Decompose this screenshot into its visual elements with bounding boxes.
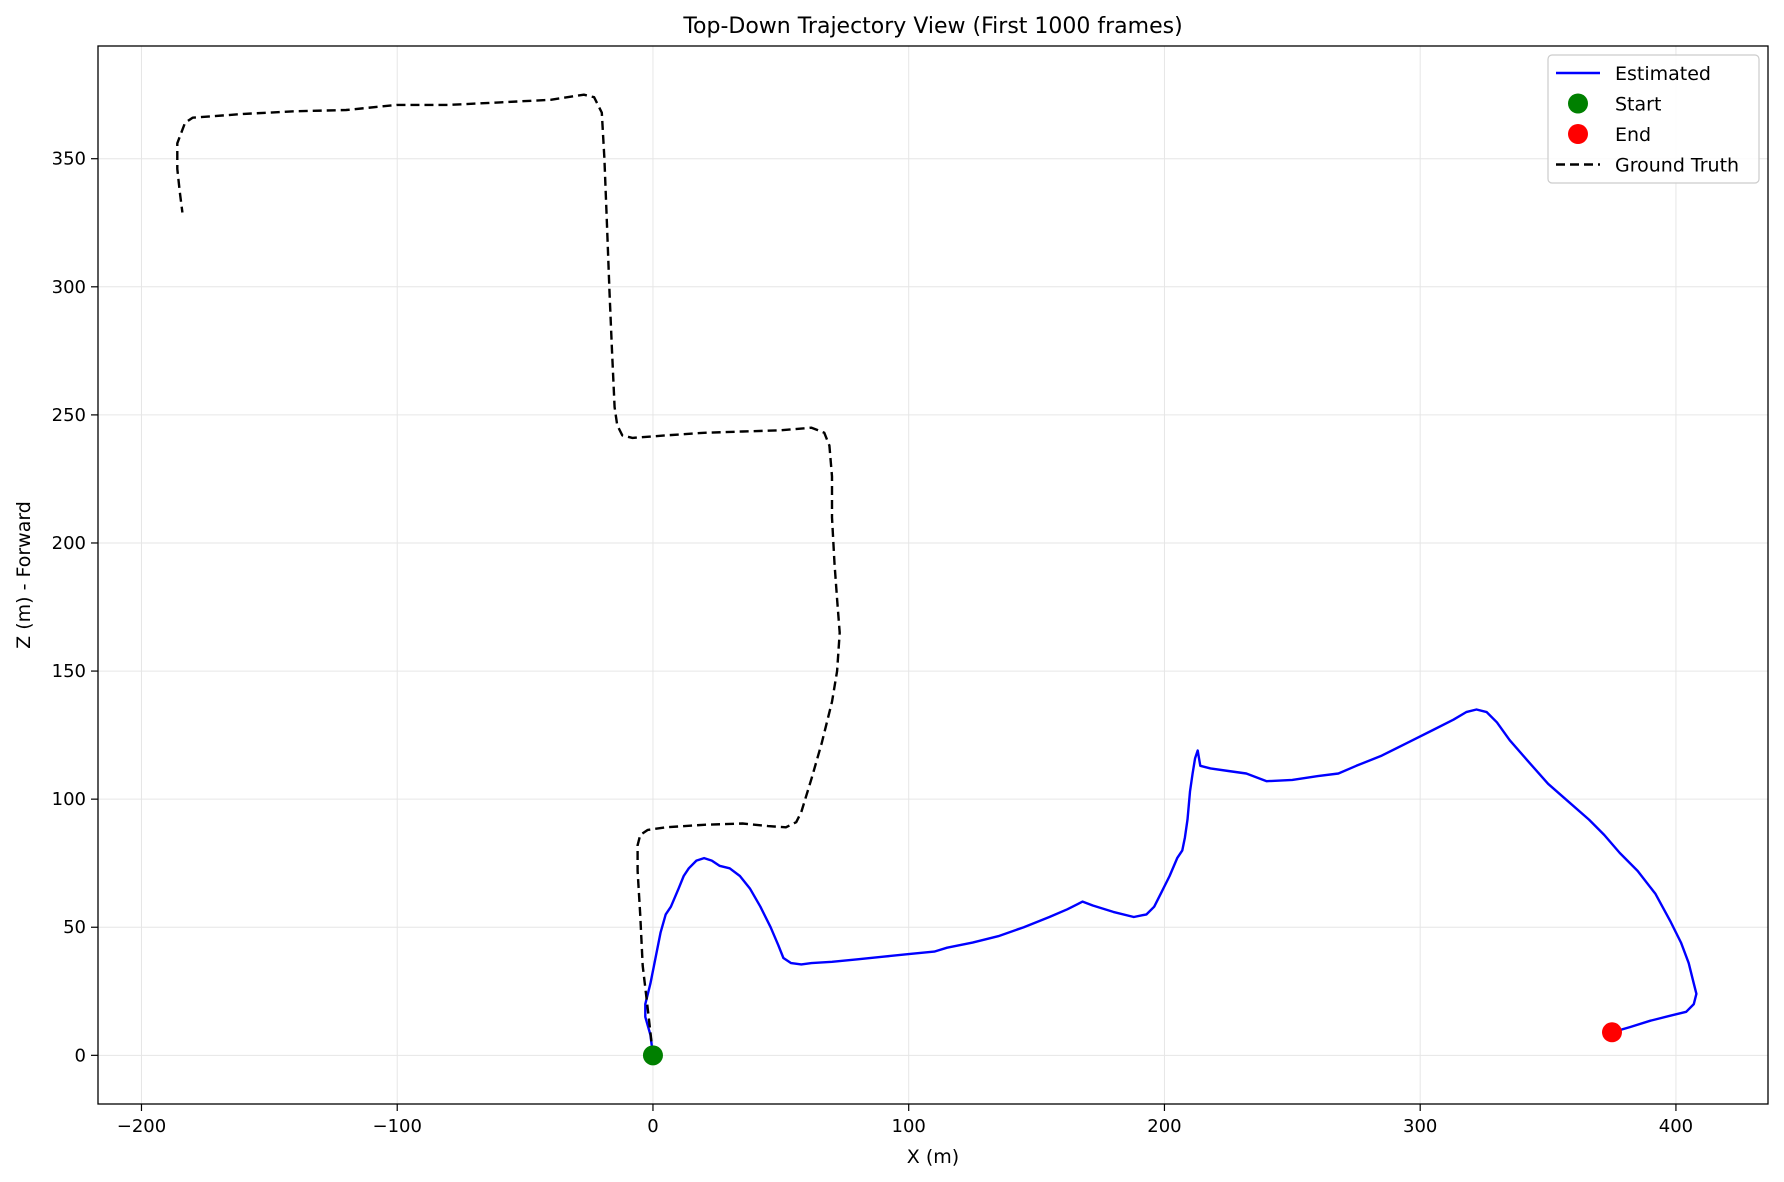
series-estimated-line bbox=[644, 708, 1698, 1056]
end-marker bbox=[1601, 1022, 1622, 1043]
grid-lines bbox=[98, 46, 1768, 1104]
x-tick-label: 100 bbox=[892, 1116, 926, 1137]
x-tick-label: 400 bbox=[1659, 1116, 1693, 1137]
y-tick-label: 200 bbox=[52, 533, 86, 554]
y-tick-label: 300 bbox=[52, 277, 86, 298]
legend-swatch-start bbox=[1568, 93, 1588, 114]
legend-box bbox=[1547, 54, 1760, 184]
y-axis-label: Z (m) - Forward bbox=[13, 501, 35, 649]
x-tick-label: 0 bbox=[647, 1116, 658, 1137]
legend-label-estimated: Estimated bbox=[1615, 63, 1711, 85]
legend-label-ground-truth: Ground Truth bbox=[1615, 155, 1739, 177]
x-tick-label: 200 bbox=[1147, 1116, 1181, 1137]
legend-swatch-end bbox=[1568, 124, 1588, 144]
y-axis-ticks: 0 50 100 150 200 250 300 350 bbox=[52, 149, 98, 1066]
x-tick-label: 300 bbox=[1403, 1116, 1437, 1137]
x-axis-label: X (m) bbox=[907, 1146, 959, 1168]
x-tick-label: −200 bbox=[117, 1116, 166, 1137]
legend-label-start: Start bbox=[1615, 94, 1661, 116]
legend: Estimated Start End Ground Truth bbox=[1547, 54, 1760, 184]
start-marker bbox=[642, 1045, 663, 1066]
x-tick-label: −100 bbox=[372, 1116, 421, 1137]
y-tick-label: 350 bbox=[52, 149, 86, 170]
y-tick-label: 250 bbox=[52, 405, 86, 426]
legend-label-end: End bbox=[1615, 124, 1651, 146]
series-layer bbox=[176, 93, 1698, 1066]
y-tick-label: 150 bbox=[52, 661, 86, 682]
y-tick-label: 100 bbox=[52, 789, 86, 810]
y-tick-label: 0 bbox=[75, 1045, 86, 1066]
series-ground-truth-line bbox=[176, 93, 841, 1056]
x-axis-ticks: −200 −100 0 100 200 300 400 bbox=[117, 1104, 1693, 1137]
plot-frame bbox=[97, 45, 1769, 1105]
chart-title: Top-Down Trajectory View (First 1000 fra… bbox=[682, 14, 1182, 39]
y-tick-label: 50 bbox=[63, 917, 86, 938]
